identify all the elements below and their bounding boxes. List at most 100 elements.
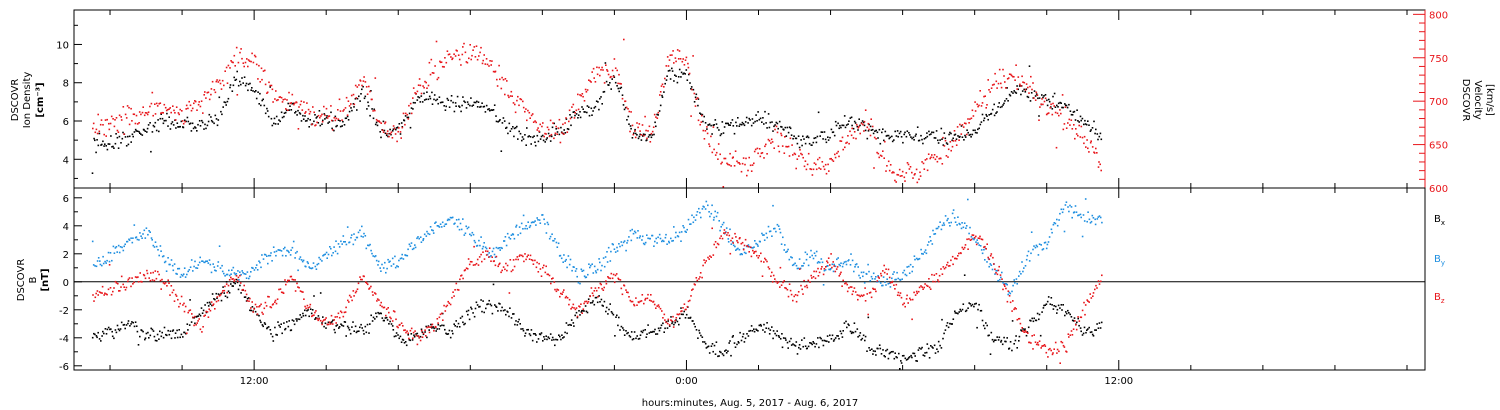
bz-point bbox=[992, 256, 994, 259]
bx-point bbox=[566, 332, 568, 335]
bz-point bbox=[1070, 330, 1073, 332]
by-point bbox=[180, 273, 183, 276]
velocity-point bbox=[543, 135, 545, 138]
bx-point bbox=[275, 333, 277, 336]
bx-point bbox=[928, 357, 931, 359]
density-point bbox=[1046, 104, 1049, 107]
density-point bbox=[222, 106, 224, 108]
bz-point bbox=[771, 271, 773, 274]
velocity-point bbox=[924, 159, 927, 161]
by-point bbox=[1027, 250, 1030, 253]
velocity-point bbox=[362, 80, 365, 82]
bz-point bbox=[321, 323, 323, 326]
by-point bbox=[999, 278, 1001, 281]
bz-point bbox=[1016, 318, 1019, 321]
density-point bbox=[242, 82, 244, 84]
bx-point bbox=[965, 309, 968, 312]
bz-point bbox=[535, 266, 538, 269]
density-point bbox=[570, 124, 572, 127]
bz-point bbox=[265, 305, 268, 307]
by-point bbox=[439, 223, 442, 225]
by-point bbox=[954, 221, 957, 223]
bx-point bbox=[368, 332, 370, 334]
bz-point bbox=[971, 234, 974, 236]
bx-point bbox=[933, 344, 936, 347]
by-point bbox=[936, 227, 939, 230]
density-point bbox=[406, 116, 409, 119]
density-point bbox=[487, 108, 489, 111]
velocity-point bbox=[514, 111, 517, 114]
bz-point bbox=[677, 313, 680, 316]
bz-point bbox=[607, 277, 610, 279]
velocity-point bbox=[852, 137, 855, 139]
velocity-point bbox=[241, 57, 243, 60]
velocity-point bbox=[767, 138, 770, 141]
velocity-point bbox=[1069, 124, 1071, 126]
bx-point bbox=[292, 320, 295, 322]
density-point bbox=[894, 130, 896, 133]
bx-point bbox=[520, 328, 522, 330]
bx-point bbox=[542, 340, 544, 342]
by-point bbox=[223, 272, 225, 275]
by-point bbox=[621, 244, 624, 247]
by-point bbox=[780, 243, 783, 245]
bx-point bbox=[207, 305, 210, 307]
velocity-point bbox=[960, 133, 963, 135]
density-point bbox=[609, 82, 611, 84]
bz-point bbox=[415, 334, 417, 337]
bz-point bbox=[1080, 316, 1083, 319]
bz-point bbox=[478, 256, 481, 258]
by-point bbox=[720, 226, 722, 228]
by-point bbox=[289, 254, 292, 256]
bz-point bbox=[472, 264, 475, 266]
bz-point bbox=[946, 261, 949, 264]
by-point bbox=[450, 217, 453, 219]
by-point bbox=[263, 253, 266, 256]
density-point bbox=[628, 123, 630, 125]
bx-point bbox=[692, 320, 694, 322]
velocity-point bbox=[384, 122, 386, 125]
velocity-point bbox=[341, 119, 343, 121]
density-point bbox=[987, 118, 989, 121]
velocity-point bbox=[343, 108, 345, 111]
by-point bbox=[921, 252, 923, 255]
density-point bbox=[416, 99, 419, 101]
density-point bbox=[1007, 100, 1009, 102]
by-point bbox=[774, 227, 776, 230]
velocity-tick-label: 650 bbox=[1429, 141, 1448, 152]
bz-point bbox=[856, 294, 859, 296]
by-point bbox=[259, 261, 261, 264]
velocity-point bbox=[966, 133, 968, 136]
bx-point bbox=[722, 354, 725, 357]
bx-point bbox=[280, 323, 282, 325]
velocity-point bbox=[141, 111, 144, 114]
velocity-point bbox=[337, 109, 339, 111]
velocity-point bbox=[410, 112, 413, 115]
bx-point bbox=[152, 330, 155, 332]
velocity-point bbox=[945, 155, 948, 157]
density-point bbox=[983, 117, 986, 119]
density-point bbox=[371, 108, 373, 110]
by-point bbox=[811, 254, 813, 257]
bz-point bbox=[652, 300, 655, 303]
density-point bbox=[817, 111, 820, 114]
bz-point bbox=[911, 318, 913, 321]
bx-point bbox=[862, 334, 865, 337]
bz-point bbox=[348, 294, 351, 297]
by-point bbox=[968, 232, 970, 235]
bz-point bbox=[568, 303, 570, 306]
by-point bbox=[787, 248, 789, 251]
velocity-point bbox=[1059, 109, 1061, 111]
bx-point bbox=[642, 329, 645, 332]
by-point bbox=[522, 228, 524, 230]
density-point bbox=[677, 76, 680, 78]
bz-point bbox=[179, 302, 181, 305]
bz-point bbox=[321, 320, 324, 323]
by-point bbox=[986, 261, 988, 263]
density-point bbox=[694, 96, 697, 99]
velocity-point bbox=[502, 78, 505, 81]
bz-point bbox=[713, 243, 715, 246]
density-point bbox=[926, 135, 929, 138]
by-point bbox=[991, 268, 994, 271]
bz-point bbox=[803, 279, 805, 282]
